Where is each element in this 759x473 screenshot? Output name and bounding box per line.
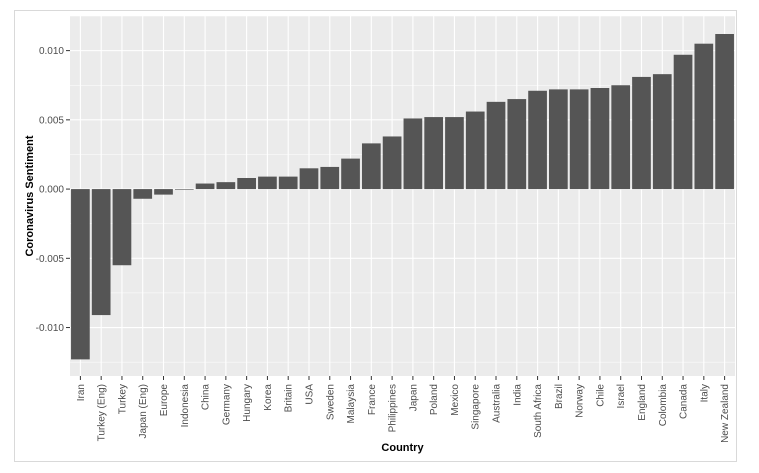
bar bbox=[465, 111, 485, 190]
bar bbox=[112, 189, 132, 266]
bar bbox=[91, 189, 111, 316]
x-tick-label: USA bbox=[304, 384, 315, 405]
bar bbox=[569, 89, 589, 190]
x-tick-label: New Zealand bbox=[720, 384, 731, 443]
x-tick-label: South Africa bbox=[533, 384, 544, 438]
x-tick-label: Poland bbox=[429, 384, 440, 415]
bar bbox=[154, 189, 173, 195]
bar bbox=[652, 74, 672, 190]
plot-panel bbox=[70, 16, 735, 376]
y-axis: -0.010 -0.005 0.000 0.005 0.010 bbox=[36, 46, 70, 334]
bar bbox=[528, 90, 547, 190]
x-axis: Iran Turkey (Eng) Turkey Japan (Eng) Europe I… bbox=[76, 376, 731, 443]
bar bbox=[299, 168, 319, 190]
x-tick-label: Norway bbox=[575, 384, 586, 418]
bar bbox=[507, 99, 527, 190]
y-tick-label: 0.000 bbox=[39, 185, 64, 196]
x-tick-label: Europe bbox=[159, 384, 170, 417]
x-tick-label: Chile bbox=[595, 384, 606, 407]
x-tick-label: Mexico bbox=[450, 384, 461, 416]
x-tick-label: Germany bbox=[221, 384, 232, 425]
bar bbox=[195, 183, 215, 190]
x-tick-label: Israel bbox=[616, 384, 627, 408]
chart-frame bbox=[14, 10, 737, 462]
x-tick-label: Japan bbox=[408, 384, 419, 411]
x-tick-label: India bbox=[512, 384, 523, 406]
y-tick-label: 0.010 bbox=[39, 46, 64, 57]
x-tick-label: Italy bbox=[699, 384, 710, 402]
x-tick-label: Turkey (Eng) bbox=[97, 384, 108, 441]
x-tick-label: Colombia bbox=[658, 384, 669, 427]
bar bbox=[258, 176, 277, 190]
bar bbox=[611, 85, 631, 190]
bar bbox=[590, 88, 610, 190]
x-tick-label: Canada bbox=[679, 384, 690, 419]
y-tick-label: -0.010 bbox=[36, 323, 65, 334]
bar bbox=[424, 117, 444, 190]
x-tick-label: Turkey bbox=[117, 384, 128, 414]
bar bbox=[71, 189, 90, 360]
x-axis-title: Country bbox=[381, 442, 424, 454]
x-tick-label: Indonesia bbox=[180, 384, 191, 428]
x-tick-label: Iran bbox=[76, 384, 87, 401]
bar bbox=[278, 176, 298, 190]
bar bbox=[673, 54, 693, 190]
y-axis-title: Coronavirus Sentiment bbox=[24, 135, 36, 256]
x-tick-label: Hungary bbox=[242, 384, 253, 422]
x-tick-label: Korea bbox=[263, 384, 274, 411]
bar bbox=[632, 76, 651, 190]
x-tick-label: Singapore bbox=[471, 384, 482, 430]
y-tick-label: 0.005 bbox=[39, 115, 64, 126]
y-tick-label: -0.005 bbox=[36, 254, 65, 265]
x-tick-label: Brazil bbox=[554, 384, 565, 409]
x-tick-label: Philippines bbox=[388, 384, 399, 432]
bar bbox=[715, 34, 734, 190]
bar bbox=[694, 43, 714, 190]
bar bbox=[341, 158, 360, 190]
bar bbox=[549, 89, 568, 190]
bar bbox=[382, 136, 402, 190]
x-tick-label: Malaysia bbox=[346, 384, 357, 424]
bar bbox=[361, 143, 381, 190]
bars bbox=[71, 34, 734, 360]
bar bbox=[174, 189, 194, 190]
bar bbox=[216, 182, 236, 190]
bar bbox=[403, 118, 423, 190]
x-tick-label: Britain bbox=[284, 384, 295, 412]
bar bbox=[237, 178, 256, 190]
bar bbox=[133, 189, 153, 199]
x-tick-label: England bbox=[637, 384, 648, 421]
bar bbox=[486, 101, 506, 190]
x-tick-label: Japan (Eng) bbox=[138, 384, 149, 438]
bar bbox=[320, 166, 340, 190]
x-tick-label: Australia bbox=[492, 384, 503, 423]
x-tick-label: France bbox=[367, 384, 378, 416]
bar bbox=[445, 117, 464, 190]
x-tick-label: Sweden bbox=[325, 384, 336, 420]
x-tick-label: China bbox=[201, 384, 212, 411]
